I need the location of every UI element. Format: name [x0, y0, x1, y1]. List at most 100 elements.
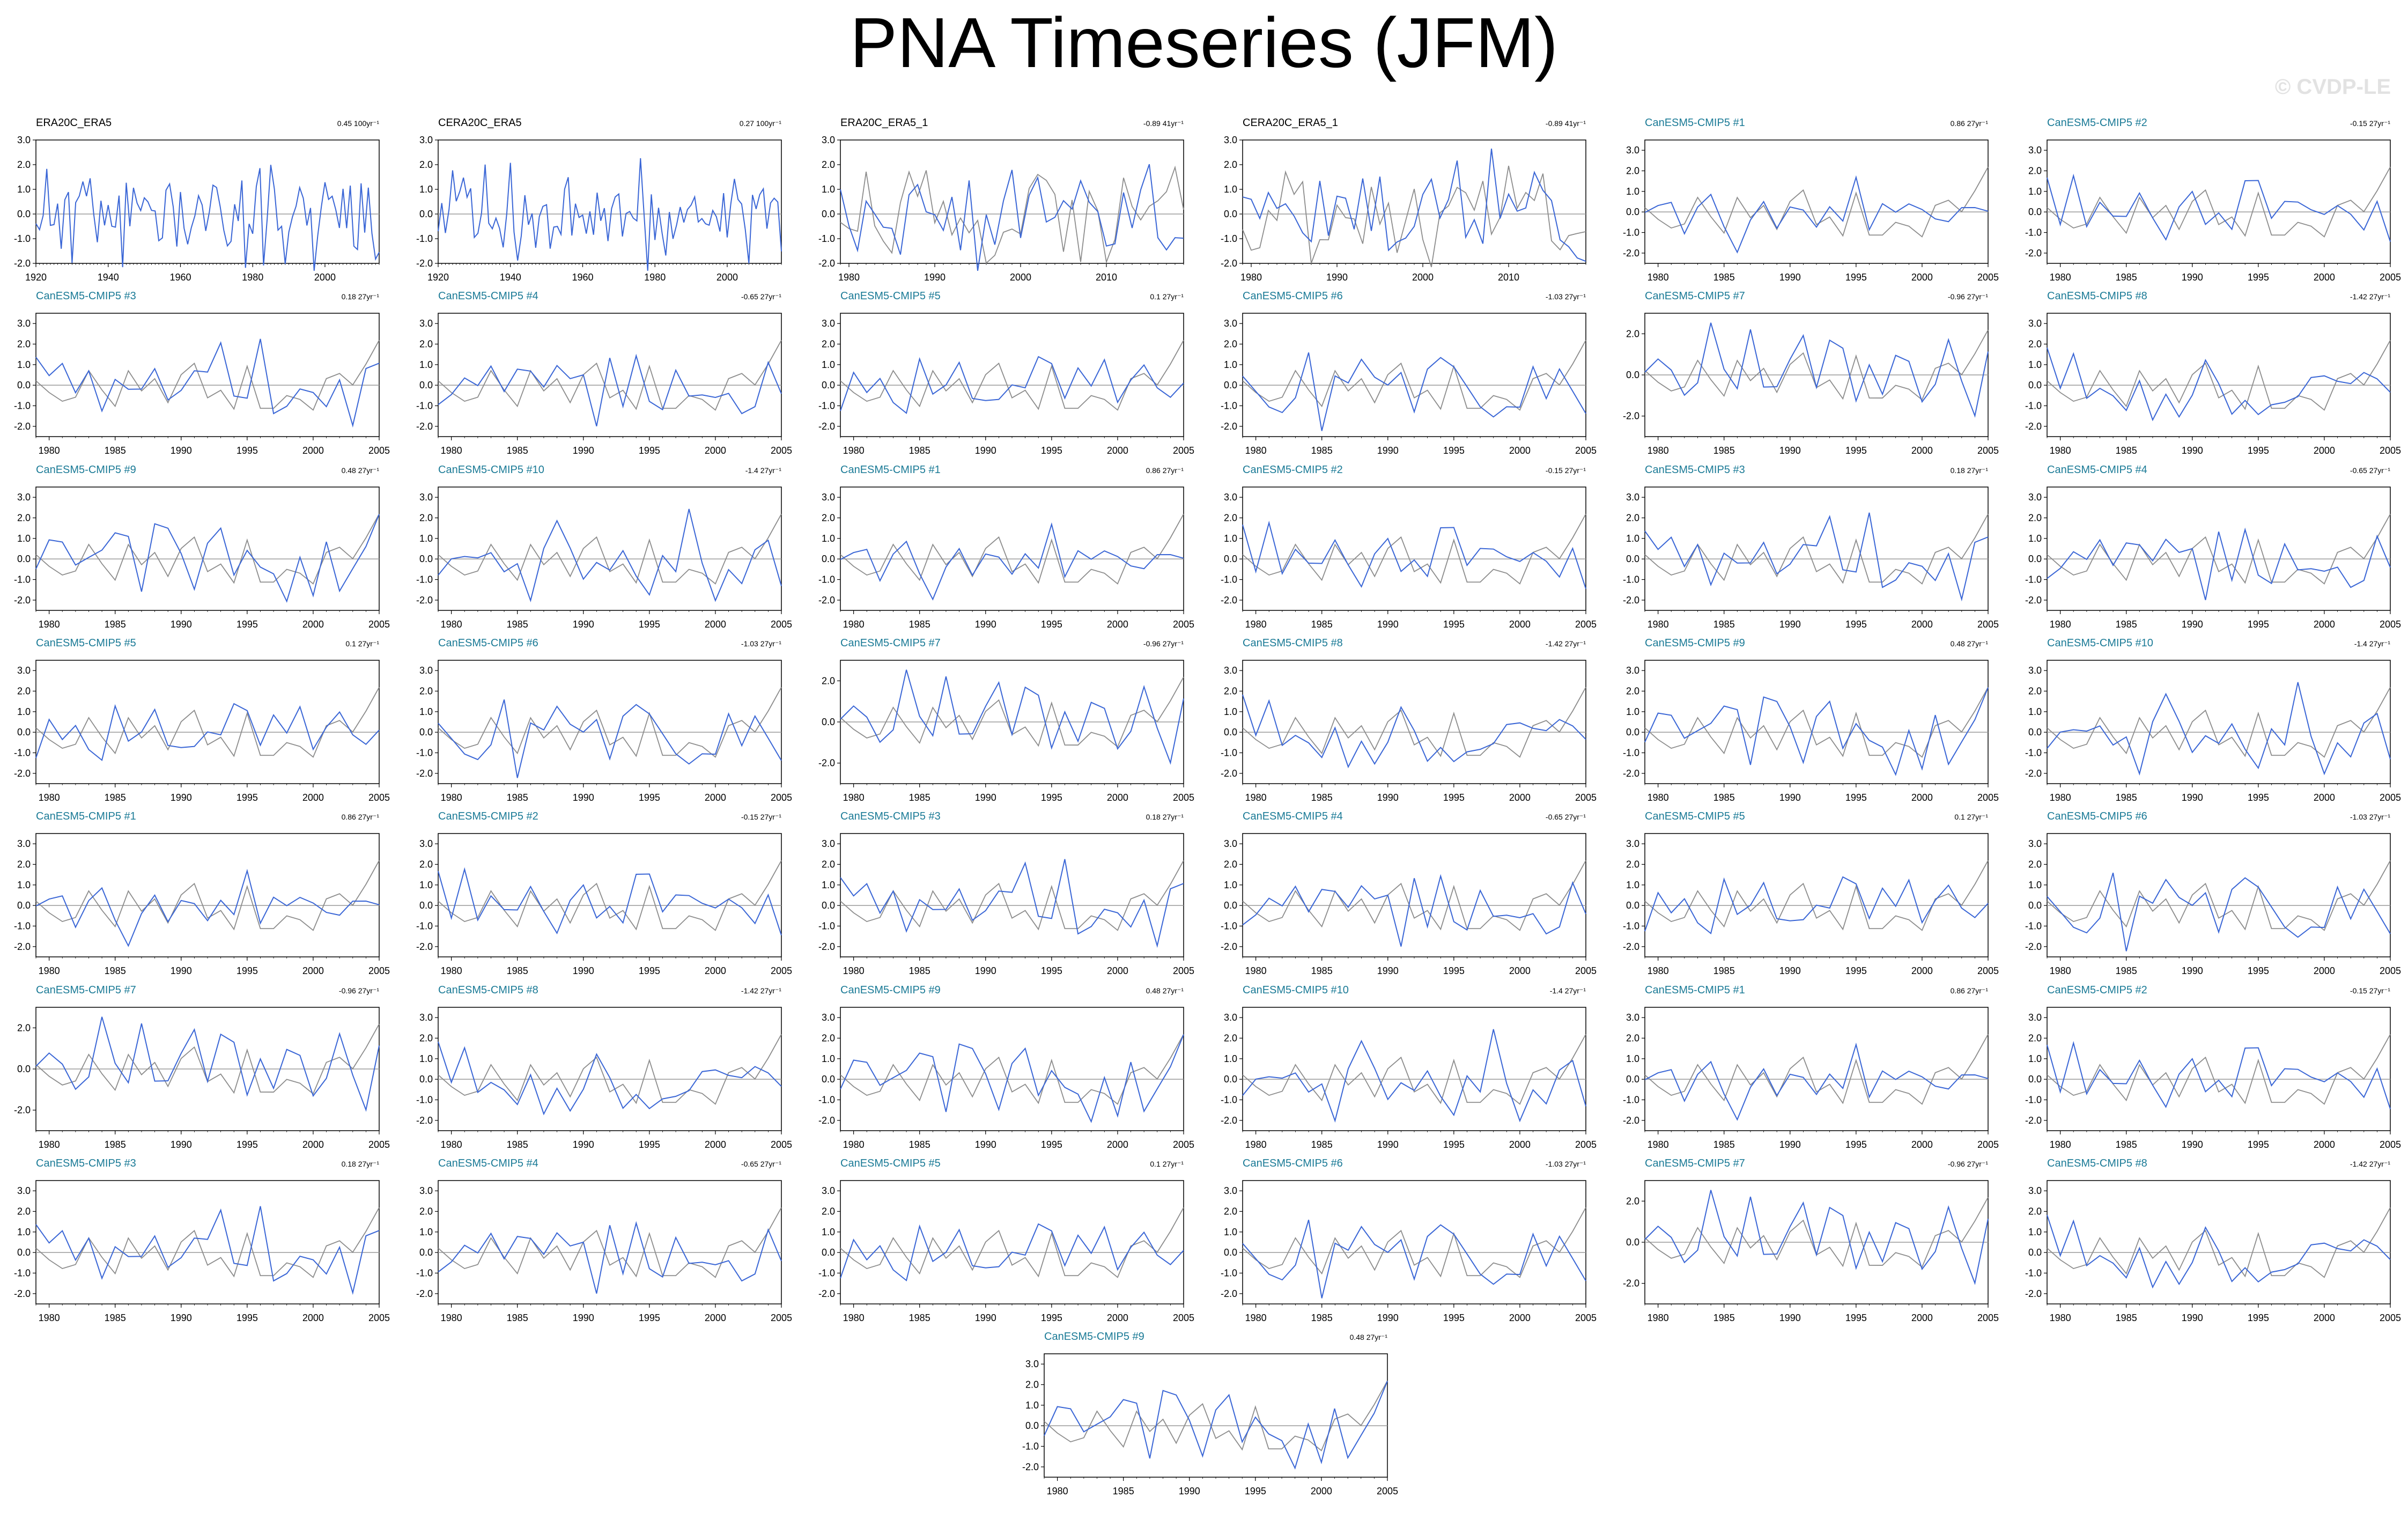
- y-tick-label: 1.0: [1626, 706, 1639, 717]
- panel-svg: CanESM5-CMIP5 #2 -0.15 27yr⁻¹ -2.0 -1.0 0.0 1…: [2025, 117, 2401, 283]
- x-tick-label: 2000: [2314, 1139, 2335, 1150]
- y-tick-label: -1.0: [818, 574, 835, 585]
- y-tick-label: 2.0: [17, 339, 31, 350]
- y-tick-label: 3.0: [419, 665, 433, 676]
- y-tick-label: -2.0: [1221, 421, 1237, 432]
- x-tick-label: 1985: [1311, 965, 1333, 976]
- y-tick-label: 1.0: [1224, 880, 1237, 890]
- x-tick-label: 1990: [171, 445, 192, 456]
- y-tick-label: -1.0: [1221, 233, 1237, 244]
- y-tick-label: 1.0: [419, 706, 433, 717]
- x-tick-label: 1985: [2116, 965, 2137, 976]
- y-tick-label: 1.0: [2028, 1227, 2042, 1237]
- y-tick-label: -2.0: [416, 941, 433, 952]
- x-tick-label: 1990: [975, 1312, 996, 1323]
- x-tick-label: 1980: [441, 792, 462, 803]
- plot-frame: [438, 486, 782, 611]
- trend-label: -0.65 27yr⁻¹: [741, 292, 781, 301]
- chart-panel: CanESM5-CMIP5 #7 -0.96 27yr⁻¹ -2.0 0.0 2.0 19…: [1621, 283, 2007, 456]
- y-tick-label: 1.0: [1224, 533, 1237, 544]
- y-tick-label: -2.0: [14, 258, 31, 269]
- x-tick-label: 2005: [771, 619, 792, 630]
- y-tick-label: 0.0: [2028, 1074, 2042, 1085]
- y-tick-label: 3.0: [2028, 145, 2042, 156]
- x-tick-label: 1995: [1041, 445, 1062, 456]
- chart-panel: CERA20C_ERA5 0.27 100yr⁻¹ -2.0 -1.0 0.0 1.0 2.…: [414, 110, 800, 283]
- x-tick-label: 1995: [639, 1312, 660, 1323]
- obs-series-line: [438, 340, 782, 411]
- pna-series-line: [438, 508, 782, 602]
- plot-frame: [840, 139, 1184, 264]
- chart-panel: CERA20C_ERA5_1 -0.89 41yr⁻¹ -2.0 -1.0 0.0 1.0…: [1218, 110, 1605, 283]
- y-tick-label: 3.0: [1626, 1012, 1639, 1023]
- panel-title: CanESM5-CMIP5 #8: [1243, 637, 1343, 649]
- chart-panel: CanESM5-CMIP5 #7 -0.96 27yr⁻¹ -2.0 0.0 2.0 19…: [816, 630, 1202, 803]
- plot-frame: [1644, 1007, 1989, 1131]
- x-tick-label: 1990: [2182, 965, 2203, 976]
- chart-panel: CanESM5-CMIP5 #10 -1.4 27yr⁻¹ -2.0 -1.0 0.0 1…: [2023, 630, 2408, 803]
- x-tick-label: 2005: [1977, 619, 1999, 630]
- x-tick-label: 1995: [237, 619, 258, 630]
- pna-series-line: [840, 1223, 1184, 1282]
- y-tick-label: 0.0: [1224, 1074, 1237, 1085]
- x-tick-label: 1980: [1648, 272, 1669, 283]
- x-tick-label: 2005: [1173, 619, 1194, 630]
- x-tick-label: 1985: [909, 1312, 930, 1323]
- y-tick-label: -2.0: [1022, 1462, 1039, 1472]
- y-tick-label: 2.0: [2028, 1206, 2042, 1217]
- panel-svg: CanESM5-CMIP5 #1 0.86 27yr⁻¹ -2.0 -1.0 0.0 1.…: [818, 464, 1194, 630]
- trend-label: 0.45 100yr⁻¹: [337, 119, 380, 128]
- y-tick-label: 0.0: [2028, 727, 2042, 738]
- chart-panel: CanESM5-CMIP5 #9 0.48 27yr⁻¹ -2.0 -1.0 0.0 1.…: [1020, 1324, 1406, 1496]
- y-tick-label: 1.0: [822, 1227, 835, 1237]
- watermark: © CVDP-LE: [2274, 75, 2391, 99]
- y-tick-label: 0.0: [17, 380, 31, 390]
- y-tick-label: 1.0: [419, 359, 433, 370]
- x-tick-label: 1980: [1648, 1139, 1669, 1150]
- trend-label: 0.1 27yr⁻¹: [1954, 813, 1988, 821]
- obs-series-line: [35, 1207, 380, 1278]
- x-tick-label: 1980: [2050, 1312, 2071, 1323]
- pna-series-line: [438, 353, 782, 426]
- x-tick-label: 1980: [2050, 272, 2071, 283]
- panel-svg: CanESM5-CMIP5 #10 -1.4 27yr⁻¹ -2.0 -1.0 0.0 1…: [2025, 637, 2401, 803]
- obs-series-line: [438, 687, 782, 758]
- trend-label: 0.48 27yr⁻¹: [342, 466, 380, 475]
- y-tick-label: 2.0: [419, 859, 433, 870]
- x-tick-label: 1995: [237, 965, 258, 976]
- x-tick-label: 1985: [1713, 792, 1735, 803]
- y-tick-label: 0.0: [2028, 380, 2042, 390]
- x-tick-label: 1980: [2050, 1139, 2071, 1150]
- x-tick-label: 2000: [2314, 1312, 2335, 1323]
- panel-title: CanESM5-CMIP5 #4: [438, 290, 538, 302]
- y-tick-label: -2.0: [2025, 1115, 2042, 1126]
- panel-title: CanESM5-CMIP5 #6: [2047, 810, 2147, 822]
- x-tick-label: 1980: [441, 1139, 462, 1150]
- y-tick-label: 3.0: [17, 838, 31, 849]
- plot-frame: [1242, 833, 1586, 957]
- y-tick-label: -2.0: [14, 595, 31, 606]
- x-tick-label: 2005: [1173, 792, 1194, 803]
- obs-series-line: [840, 340, 1184, 411]
- plot-frame: [2047, 660, 2391, 784]
- y-tick-label: 3.0: [1224, 1185, 1237, 1196]
- y-tick-label: 3.0: [1224, 665, 1237, 676]
- y-tick-label: 0.0: [2028, 554, 2042, 564]
- plot-frame: [2047, 833, 2391, 957]
- x-tick-label: 1990: [1326, 272, 1348, 283]
- plot-frame: [840, 1180, 1184, 1304]
- trend-label: -1.4 27yr⁻¹: [1550, 986, 1586, 995]
- x-tick-label: 2005: [1575, 1139, 1597, 1150]
- trend-label: -1.4 27yr⁻¹: [745, 466, 782, 475]
- y-tick-label: 0.0: [419, 209, 433, 219]
- x-tick-label: 2000: [302, 619, 324, 630]
- x-tick-label: 1995: [1041, 792, 1062, 803]
- panel-title: CanESM5-CMIP5 #7: [1645, 1157, 1745, 1169]
- x-tick-label: 1995: [1443, 965, 1465, 976]
- y-tick-label: -1.0: [14, 748, 31, 758]
- y-tick-label: -2.0: [818, 595, 835, 606]
- plot-frame: [438, 1007, 782, 1131]
- x-tick-label: 1920: [25, 272, 47, 283]
- y-tick-label: -1.0: [2025, 748, 2042, 758]
- chart-panel: CanESM5-CMIP5 #4 -0.65 27yr⁻¹ -2.0 -1.0 0.0 1…: [414, 1151, 800, 1323]
